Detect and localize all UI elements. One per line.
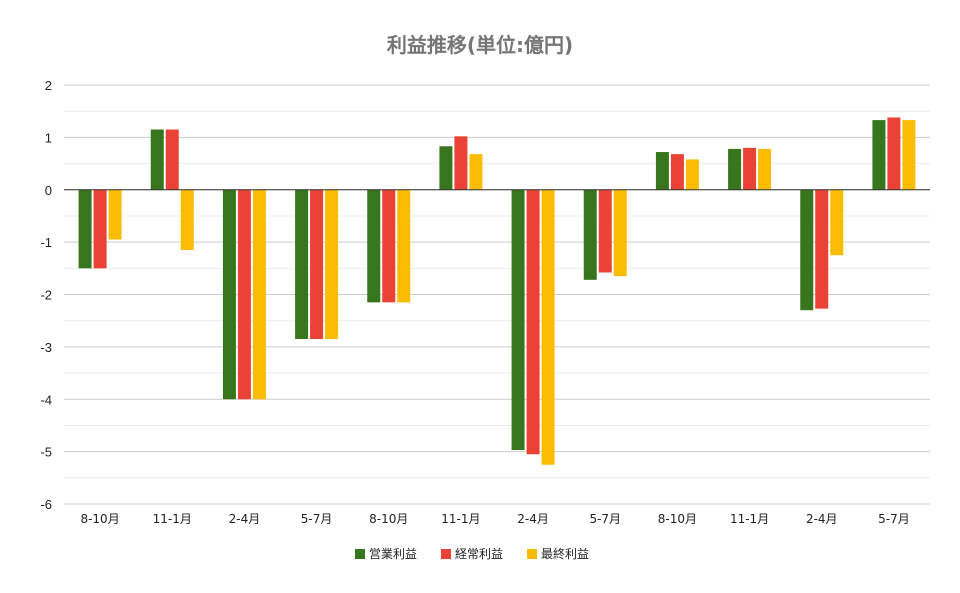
bar-最終利益-3 — [325, 189, 339, 340]
bar-最終利益-0 — [108, 189, 122, 240]
bar-営業利益-11 — [872, 120, 886, 190]
bar-経常利益-7 — [598, 189, 612, 273]
x-tick-label: 2-4月 — [229, 512, 261, 526]
bar-経常利益-8 — [670, 154, 684, 190]
bar-最終利益-1 — [180, 189, 194, 250]
y-tick-label: -4 — [40, 392, 52, 407]
bar-営業利益-0 — [78, 189, 92, 269]
bars — [78, 117, 916, 465]
bar-最終利益-8 — [685, 159, 699, 190]
bar-最終利益-6 — [541, 189, 555, 465]
bar-経常利益-5 — [454, 136, 468, 190]
legend-swatch — [527, 549, 537, 559]
x-tick-label: 11-1月 — [153, 512, 192, 526]
y-tick-label: 0 — [45, 183, 52, 198]
bar-経常利益-6 — [526, 189, 540, 455]
y-axis-ticks: 2 1 0 -1 -2 -3 -4 -5 -6 — [40, 78, 52, 512]
bar-経常利益-10 — [815, 189, 829, 309]
y-tick-label: -3 — [40, 340, 52, 355]
y-tick-label: 2 — [45, 78, 52, 93]
x-axis-ticks: 8-10月 11-1月 2-4月 5-7月 8-10月 11-1月 2-4月 5-7月 8-10… — [80, 512, 909, 526]
bar-営業利益-8 — [655, 152, 669, 190]
x-tick-label: 5-7月 — [589, 512, 621, 526]
x-tick-label: 8-10月 — [369, 512, 408, 526]
legend-label: 最終利益 — [541, 546, 589, 561]
bar-経常利益-4 — [382, 189, 396, 303]
bar-最終利益-11 — [902, 120, 916, 190]
bar-経常利益-11 — [887, 117, 901, 190]
bar-営業利益-3 — [295, 189, 309, 340]
x-tick-label: 2-4月 — [517, 512, 549, 526]
y-tick-label: -2 — [40, 288, 52, 303]
bar-営業利益-1 — [150, 129, 164, 190]
bar-経常利益-9 — [743, 147, 757, 190]
bar-最終利益-10 — [830, 189, 844, 256]
bar-経常利益-0 — [93, 189, 107, 269]
grid-layer — [64, 84, 930, 505]
legend: 営業利益 経常利益 最終利益 — [355, 546, 589, 561]
chart-title: 利益推移(単位:億円) — [387, 33, 573, 57]
y-tick-label: 1 — [45, 130, 52, 145]
x-tick-label: 2-4月 — [806, 512, 838, 526]
y-tick-label: -6 — [40, 497, 52, 512]
x-tick-label: 11-1月 — [730, 512, 769, 526]
legend-swatch — [355, 549, 365, 559]
bar-経常利益-3 — [310, 189, 324, 340]
x-tick-label: 11-1月 — [441, 512, 480, 526]
bar-最終利益-7 — [613, 189, 627, 277]
y-tick-label: -1 — [40, 235, 52, 250]
bar-最終利益-9 — [758, 148, 772, 190]
x-tick-label: 8-10月 — [80, 512, 119, 526]
x-tick-label: 8-10月 — [658, 512, 697, 526]
bar-営業利益-5 — [439, 146, 453, 190]
x-tick-label: 5-7月 — [878, 512, 910, 526]
bar-最終利益-2 — [252, 189, 266, 400]
bar-営業利益-9 — [728, 148, 742, 190]
bar-営業利益-10 — [800, 189, 814, 311]
bar-営業利益-6 — [511, 189, 525, 451]
bar-営業利益-7 — [583, 189, 597, 280]
bar-営業利益-4 — [367, 189, 381, 303]
x-tick-label: 5-7月 — [301, 512, 333, 526]
y-tick-label: -5 — [40, 445, 52, 460]
bar-経常利益-2 — [237, 189, 251, 400]
legend-swatch — [441, 549, 451, 559]
bar-経常利益-1 — [165, 129, 179, 190]
legend-label: 経常利益 — [455, 547, 503, 561]
legend-label: 営業利益 — [369, 547, 417, 561]
bar-最終利益-5 — [469, 154, 483, 190]
bar-最終利益-4 — [397, 189, 411, 303]
bar-営業利益-2 — [222, 189, 236, 400]
